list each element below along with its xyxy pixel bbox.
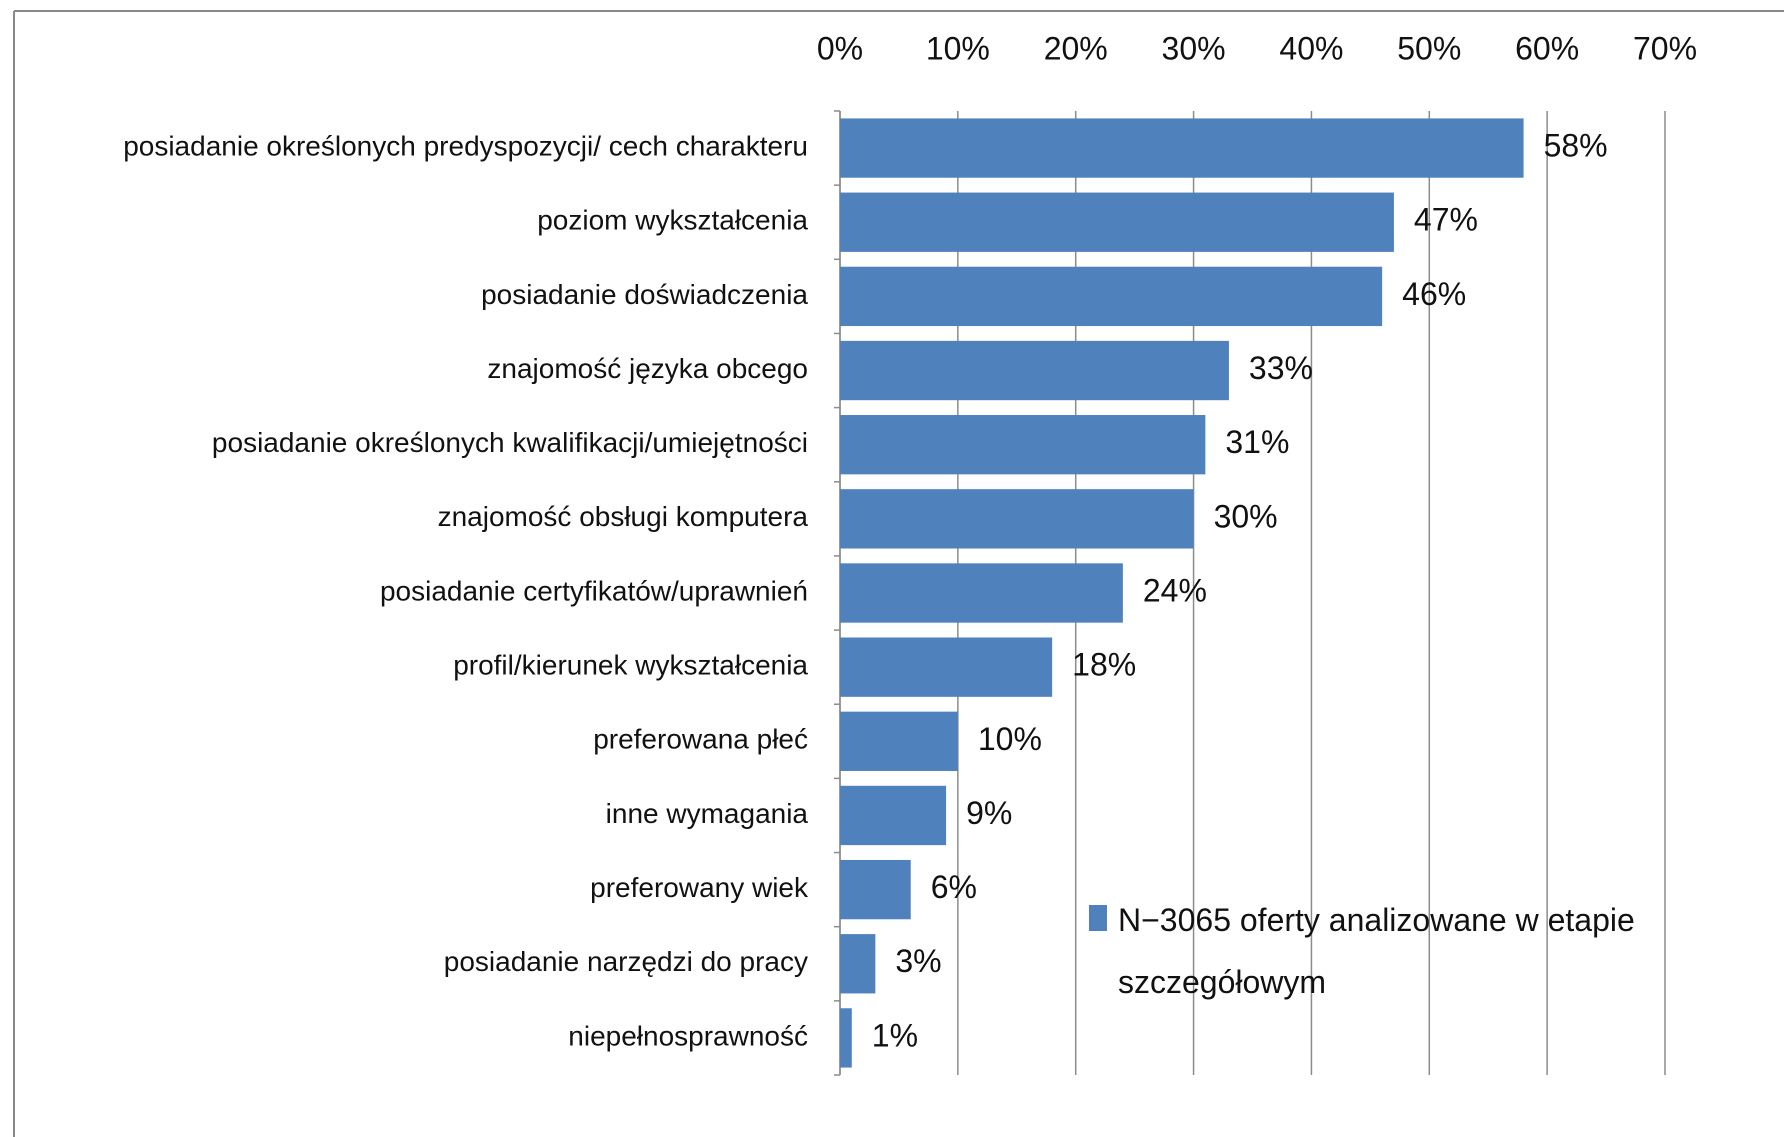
y-tick-label: posiadanie narzędzi do pracy [444, 946, 808, 977]
x-tick-label: 60% [1515, 30, 1579, 66]
x-tick-label: 30% [1162, 30, 1226, 66]
x-tick-label: 40% [1279, 30, 1343, 66]
y-tick-label: posiadanie certyfikatów/uprawnień [380, 575, 808, 606]
data-label: 3% [895, 943, 941, 979]
legend-label: N−3065 oferty analizowane w etapie szcze… [1118, 902, 1635, 1000]
y-tick-label: inne wymagania [606, 798, 809, 829]
y-tick-label: preferowana płeć [593, 724, 808, 755]
x-tick-label: 20% [1044, 30, 1108, 66]
bar [840, 118, 1524, 178]
x-tick-label: 10% [926, 30, 990, 66]
bar [840, 711, 958, 771]
data-label: 31% [1225, 424, 1289, 460]
y-tick-label: posiadanie doświadczenia [481, 279, 808, 310]
data-label: 1% [872, 1017, 918, 1053]
data-label: 6% [931, 869, 977, 905]
bar [840, 415, 1206, 475]
bar [840, 785, 947, 846]
bar [840, 266, 1383, 327]
bar [840, 563, 1123, 623]
data-label: 33% [1249, 350, 1313, 386]
bar [840, 934, 876, 994]
x-tick-label: 0% [817, 30, 863, 66]
data-label: 9% [966, 795, 1012, 831]
x-tick-label: 50% [1397, 30, 1461, 66]
x-tick-label: 70% [1633, 30, 1697, 66]
y-tick-label: profil/kierunek wykształcenia [453, 650, 808, 681]
data-label: 10% [978, 721, 1042, 757]
bar [840, 340, 1229, 401]
y-tick-label: preferowany wiek [590, 872, 809, 903]
y-tick-label: niepełnosprawność [568, 1020, 808, 1051]
data-label: 18% [1072, 647, 1136, 683]
data-label: 24% [1143, 572, 1207, 608]
y-tick-label: posiadanie określonych predyspozycji/ ce… [123, 130, 808, 161]
y-tick-label: znajomość obsługi komputera [438, 501, 809, 532]
data-label: 46% [1402, 276, 1466, 312]
y-tick-label: znajomość języka obcego [487, 353, 808, 384]
y-tick-label: posiadanie określonych kwalifikacji/umie… [212, 427, 808, 458]
data-label: 58% [1544, 128, 1608, 164]
bar [840, 192, 1394, 252]
data-label: 30% [1214, 498, 1278, 534]
bar [840, 1008, 852, 1068]
legend-swatch [1089, 905, 1107, 931]
bar [840, 859, 911, 920]
y-tick-label: poziom wykształcenia [537, 205, 808, 236]
data-label: 47% [1414, 202, 1478, 238]
bar [840, 637, 1053, 697]
bar [840, 489, 1194, 549]
